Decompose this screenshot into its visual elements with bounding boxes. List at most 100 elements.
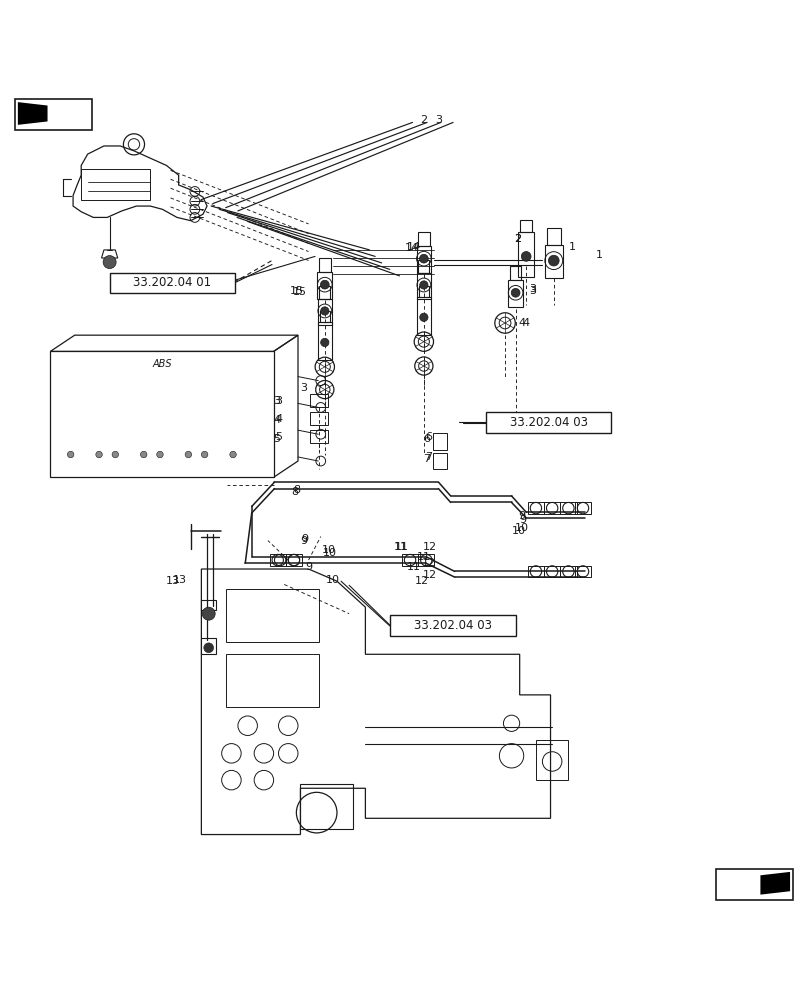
Text: 13: 13 bbox=[173, 575, 187, 585]
Bar bbox=[517, 232, 534, 277]
Circle shape bbox=[112, 451, 118, 458]
Circle shape bbox=[320, 338, 328, 347]
Text: 7: 7 bbox=[423, 454, 430, 464]
Circle shape bbox=[547, 255, 559, 266]
Bar bbox=[560, 566, 576, 577]
Text: 33.202.04 03: 33.202.04 03 bbox=[508, 416, 587, 429]
Text: 8: 8 bbox=[291, 487, 298, 497]
Bar bbox=[418, 260, 429, 273]
Bar bbox=[319, 258, 330, 272]
Circle shape bbox=[521, 252, 530, 261]
Text: 9: 9 bbox=[301, 534, 307, 544]
Text: 4: 4 bbox=[272, 415, 280, 425]
Text: 6: 6 bbox=[423, 434, 430, 444]
Text: 13: 13 bbox=[166, 576, 180, 586]
Circle shape bbox=[96, 451, 102, 458]
Text: 7: 7 bbox=[425, 452, 431, 462]
Circle shape bbox=[320, 307, 328, 315]
Bar bbox=[509, 266, 521, 280]
Bar bbox=[715, 869, 792, 900]
Bar bbox=[50, 351, 273, 477]
Bar bbox=[201, 638, 216, 654]
Text: 2: 2 bbox=[514, 234, 521, 244]
Bar bbox=[401, 554, 418, 566]
Bar bbox=[317, 272, 332, 299]
Text: 9: 9 bbox=[518, 511, 525, 521]
Circle shape bbox=[185, 451, 191, 458]
Bar bbox=[520, 220, 531, 232]
Text: 12: 12 bbox=[423, 570, 437, 580]
Bar bbox=[574, 566, 590, 577]
Text: 3: 3 bbox=[275, 396, 281, 406]
Text: 9: 9 bbox=[305, 562, 311, 572]
Polygon shape bbox=[759, 872, 789, 895]
Text: 10: 10 bbox=[325, 575, 340, 585]
Bar bbox=[320, 311, 329, 322]
Text: 11: 11 bbox=[416, 552, 431, 562]
Bar bbox=[15, 99, 92, 130]
Bar bbox=[543, 502, 560, 514]
Bar bbox=[543, 566, 560, 577]
Bar bbox=[67, 368, 103, 461]
Bar bbox=[574, 502, 590, 514]
Text: 15: 15 bbox=[293, 287, 307, 297]
Text: 5: 5 bbox=[272, 434, 280, 444]
Text: 2: 2 bbox=[420, 115, 427, 125]
Bar bbox=[317, 322, 332, 360]
Bar bbox=[432, 433, 447, 450]
Circle shape bbox=[201, 451, 208, 458]
Bar bbox=[418, 232, 429, 246]
Bar bbox=[285, 554, 302, 566]
Text: 11: 11 bbox=[394, 542, 409, 552]
Bar bbox=[546, 228, 560, 245]
Bar bbox=[485, 412, 611, 433]
Text: 33.202.04 03: 33.202.04 03 bbox=[413, 619, 491, 632]
Circle shape bbox=[103, 256, 116, 269]
Text: 9: 9 bbox=[300, 536, 307, 546]
Bar bbox=[527, 502, 543, 514]
Text: 2: 2 bbox=[514, 234, 521, 244]
Bar bbox=[317, 299, 332, 325]
Bar bbox=[81, 169, 150, 200]
Bar bbox=[319, 286, 330, 299]
Bar bbox=[527, 566, 543, 577]
Text: 4: 4 bbox=[275, 414, 281, 424]
Text: 1: 1 bbox=[595, 250, 602, 260]
Bar bbox=[225, 589, 319, 642]
Circle shape bbox=[204, 643, 213, 653]
Bar bbox=[432, 453, 447, 469]
Text: 8: 8 bbox=[294, 485, 300, 495]
Text: 6: 6 bbox=[425, 432, 431, 442]
Bar bbox=[300, 784, 353, 829]
Bar bbox=[418, 286, 428, 297]
Bar bbox=[109, 273, 235, 293]
Bar bbox=[544, 245, 562, 278]
Bar bbox=[200, 368, 237, 461]
Circle shape bbox=[419, 254, 427, 263]
Bar bbox=[111, 368, 148, 461]
Text: 11: 11 bbox=[393, 542, 408, 552]
Text: 14: 14 bbox=[406, 242, 421, 252]
Bar bbox=[418, 554, 434, 566]
Bar bbox=[269, 554, 285, 566]
Text: 11: 11 bbox=[406, 562, 421, 572]
Text: ABS: ABS bbox=[152, 359, 172, 369]
Bar bbox=[156, 368, 192, 461]
Circle shape bbox=[419, 281, 427, 289]
Bar bbox=[310, 412, 328, 425]
Circle shape bbox=[320, 280, 328, 289]
Circle shape bbox=[67, 451, 74, 458]
Text: 10: 10 bbox=[512, 526, 526, 536]
Text: 4: 4 bbox=[518, 318, 525, 328]
Bar bbox=[225, 654, 319, 707]
Text: 3: 3 bbox=[299, 383, 307, 393]
Text: 12: 12 bbox=[423, 542, 437, 552]
Circle shape bbox=[511, 288, 519, 297]
Bar bbox=[417, 297, 431, 335]
Text: 12: 12 bbox=[421, 558, 436, 568]
Bar bbox=[310, 394, 328, 407]
Circle shape bbox=[419, 313, 427, 321]
Text: 10: 10 bbox=[321, 545, 336, 555]
Text: 3: 3 bbox=[529, 286, 536, 296]
Bar bbox=[416, 246, 431, 273]
